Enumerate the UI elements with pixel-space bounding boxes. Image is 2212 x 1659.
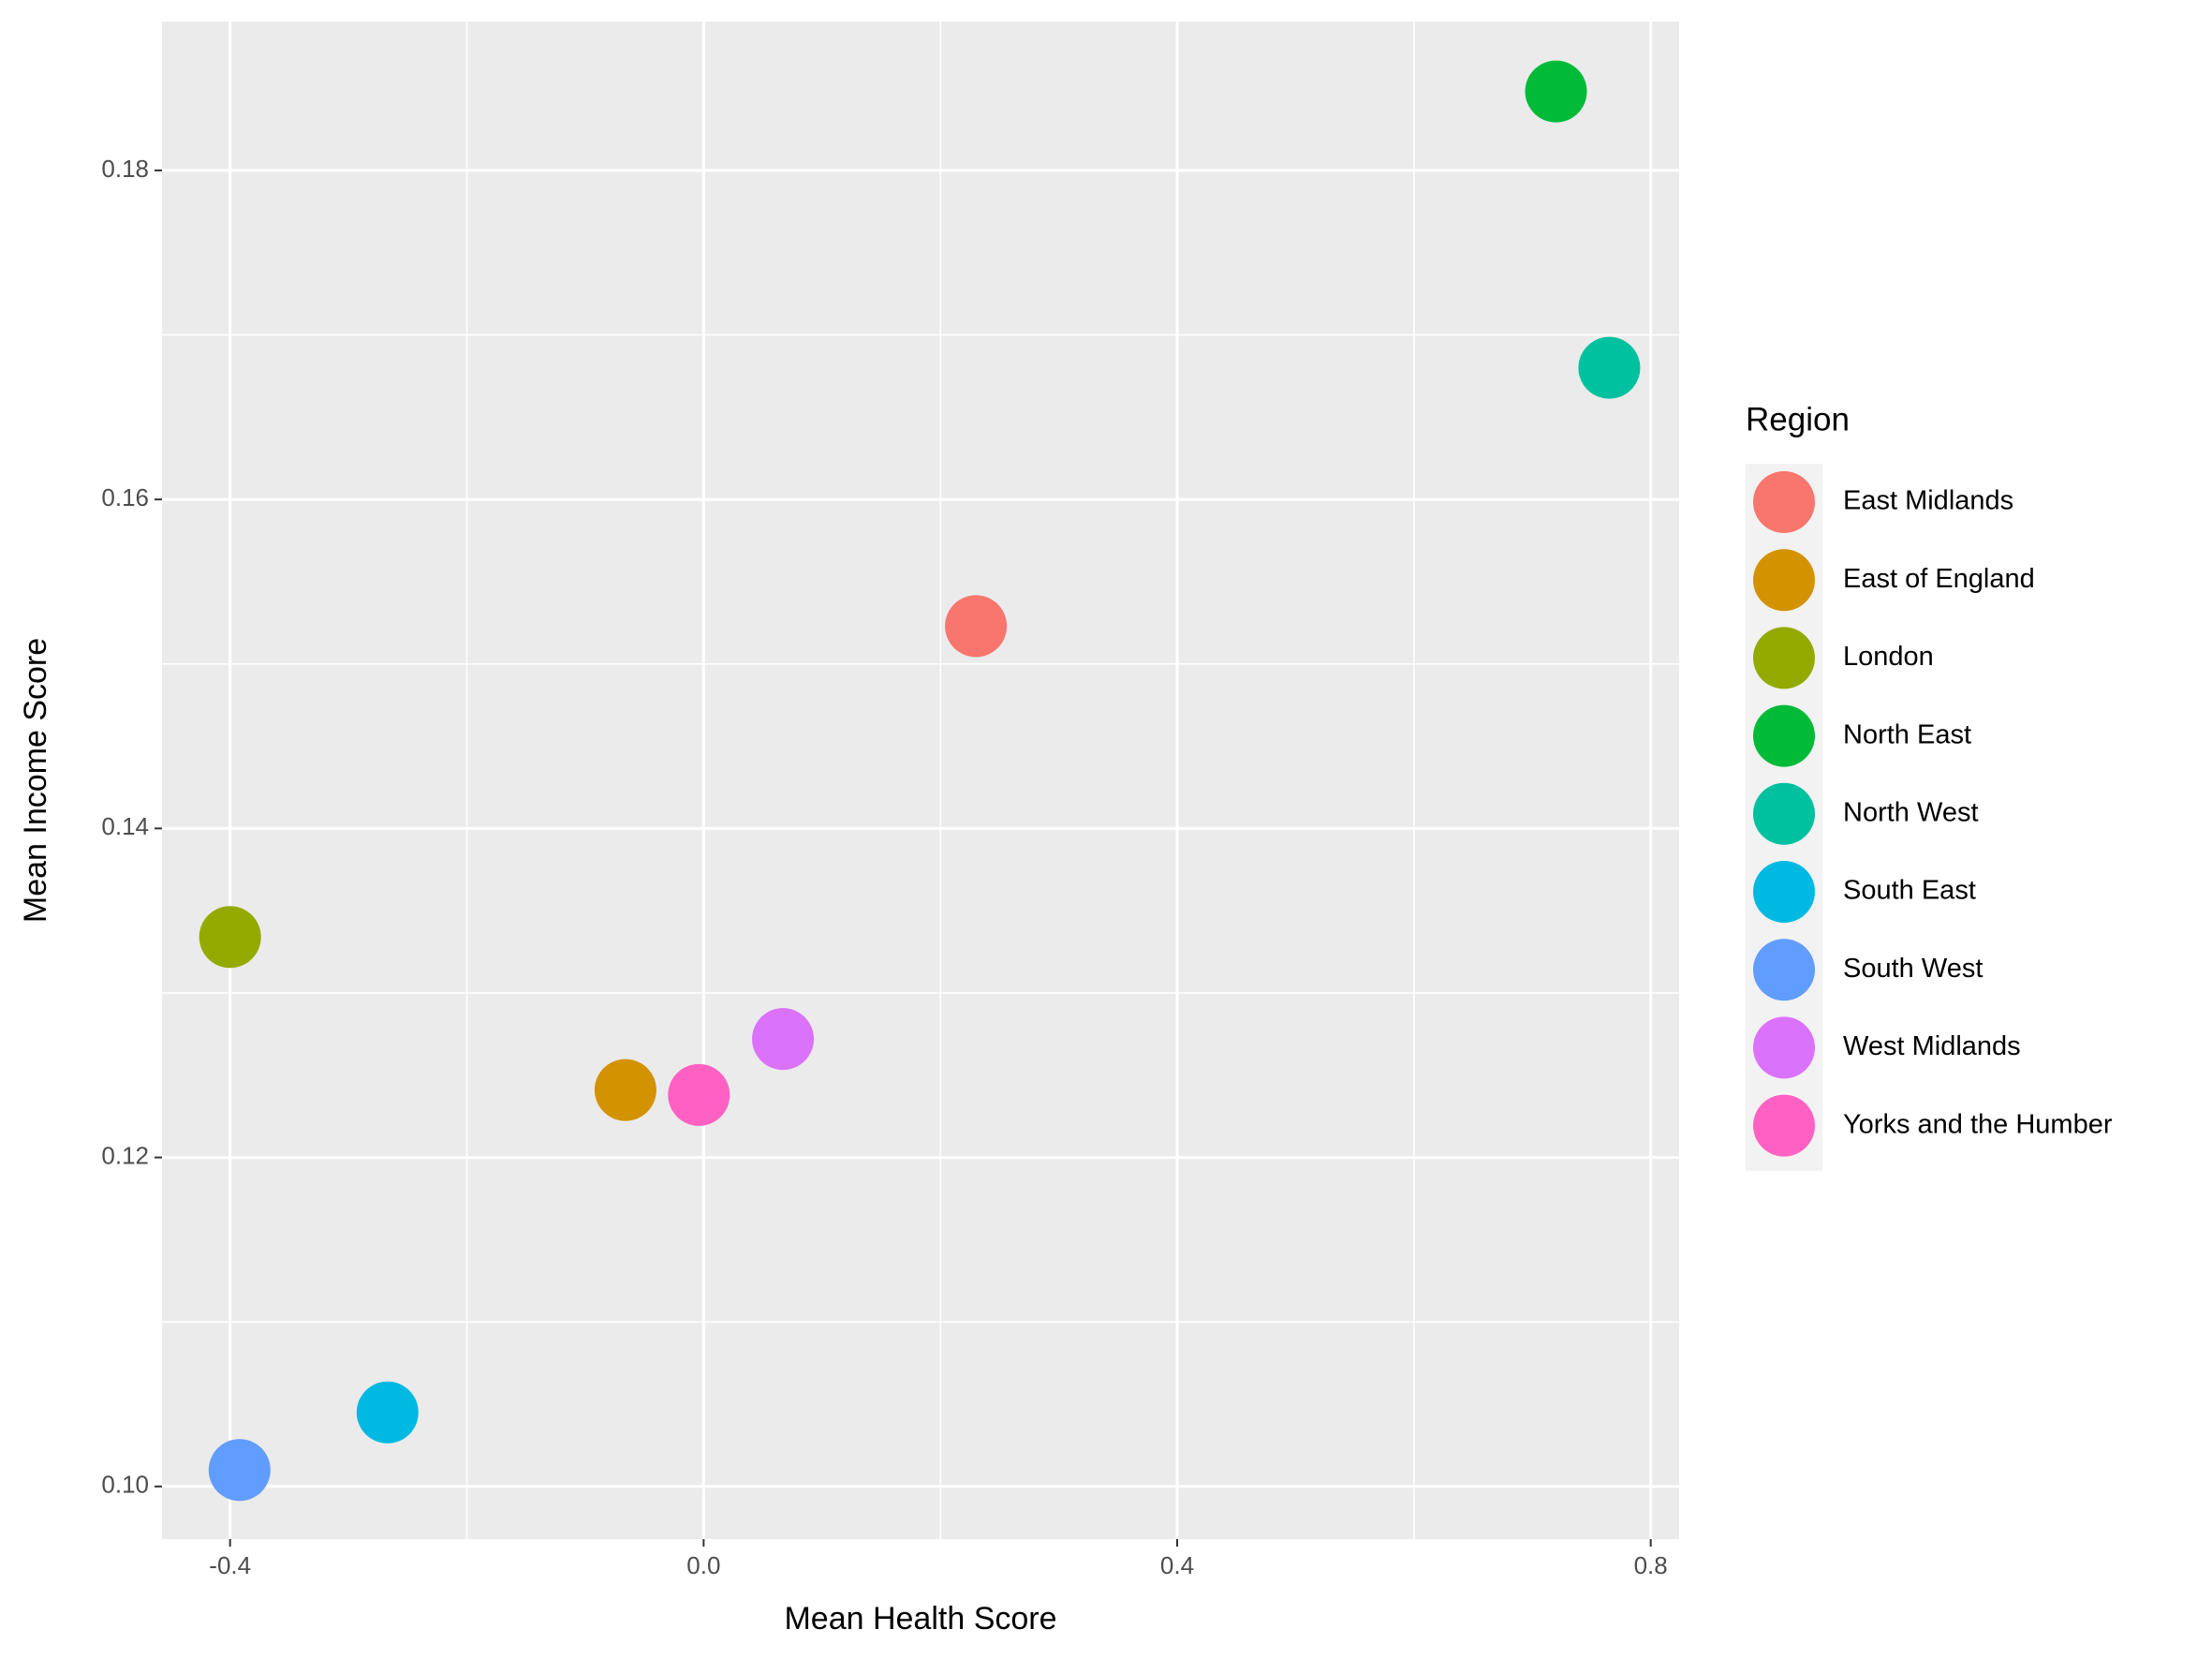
legend-key — [1753, 861, 1815, 923]
plot-panel — [162, 22, 1679, 1539]
data-point — [199, 906, 261, 969]
legend-key — [1753, 939, 1815, 1001]
legend-label: East of England — [1843, 564, 2035, 594]
data-point — [752, 1008, 815, 1071]
legend-label: North East — [1843, 719, 1971, 749]
y-tick-label: 0.12 — [101, 1141, 149, 1169]
legend-title: Region — [1746, 401, 1850, 437]
x-tick-label: 0.4 — [1160, 1551, 1194, 1579]
legend-key — [1753, 627, 1815, 689]
legend-key — [1753, 1094, 1815, 1157]
legend-label: East Midlands — [1843, 486, 2013, 516]
legend-key — [1753, 704, 1815, 767]
legend-label: South West — [1843, 954, 1983, 984]
legend-label: South East — [1843, 876, 1976, 906]
x-axis-title: Mean Health Score — [784, 1601, 1056, 1637]
y-tick-label: 0.10 — [101, 1471, 149, 1499]
legend-key — [1753, 1016, 1815, 1079]
x-tick-label: -0.4 — [209, 1551, 251, 1579]
legend-label: London — [1843, 642, 1934, 672]
legend-key — [1753, 549, 1815, 612]
x-tick-label: 0.8 — [1634, 1551, 1668, 1579]
legend-key — [1753, 471, 1815, 533]
legend-label: North West — [1843, 797, 1979, 827]
legend-label: Yorks and the Humber — [1843, 1109, 2113, 1139]
y-tick-label: 0.14 — [101, 812, 149, 840]
y-tick-label: 0.18 — [101, 155, 149, 183]
data-point — [208, 1439, 271, 1502]
legend-key — [1753, 782, 1815, 845]
data-point — [356, 1381, 419, 1444]
legend-label: West Midlands — [1843, 1031, 2021, 1061]
data-point — [1525, 60, 1587, 123]
data-point — [945, 595, 1008, 658]
data-point — [594, 1059, 656, 1121]
x-tick-label: 0.0 — [686, 1551, 720, 1579]
y-axis-title: Mean Income Score — [18, 638, 53, 923]
data-point — [1578, 336, 1641, 399]
y-tick-label: 0.16 — [101, 483, 149, 511]
data-point — [668, 1063, 730, 1126]
